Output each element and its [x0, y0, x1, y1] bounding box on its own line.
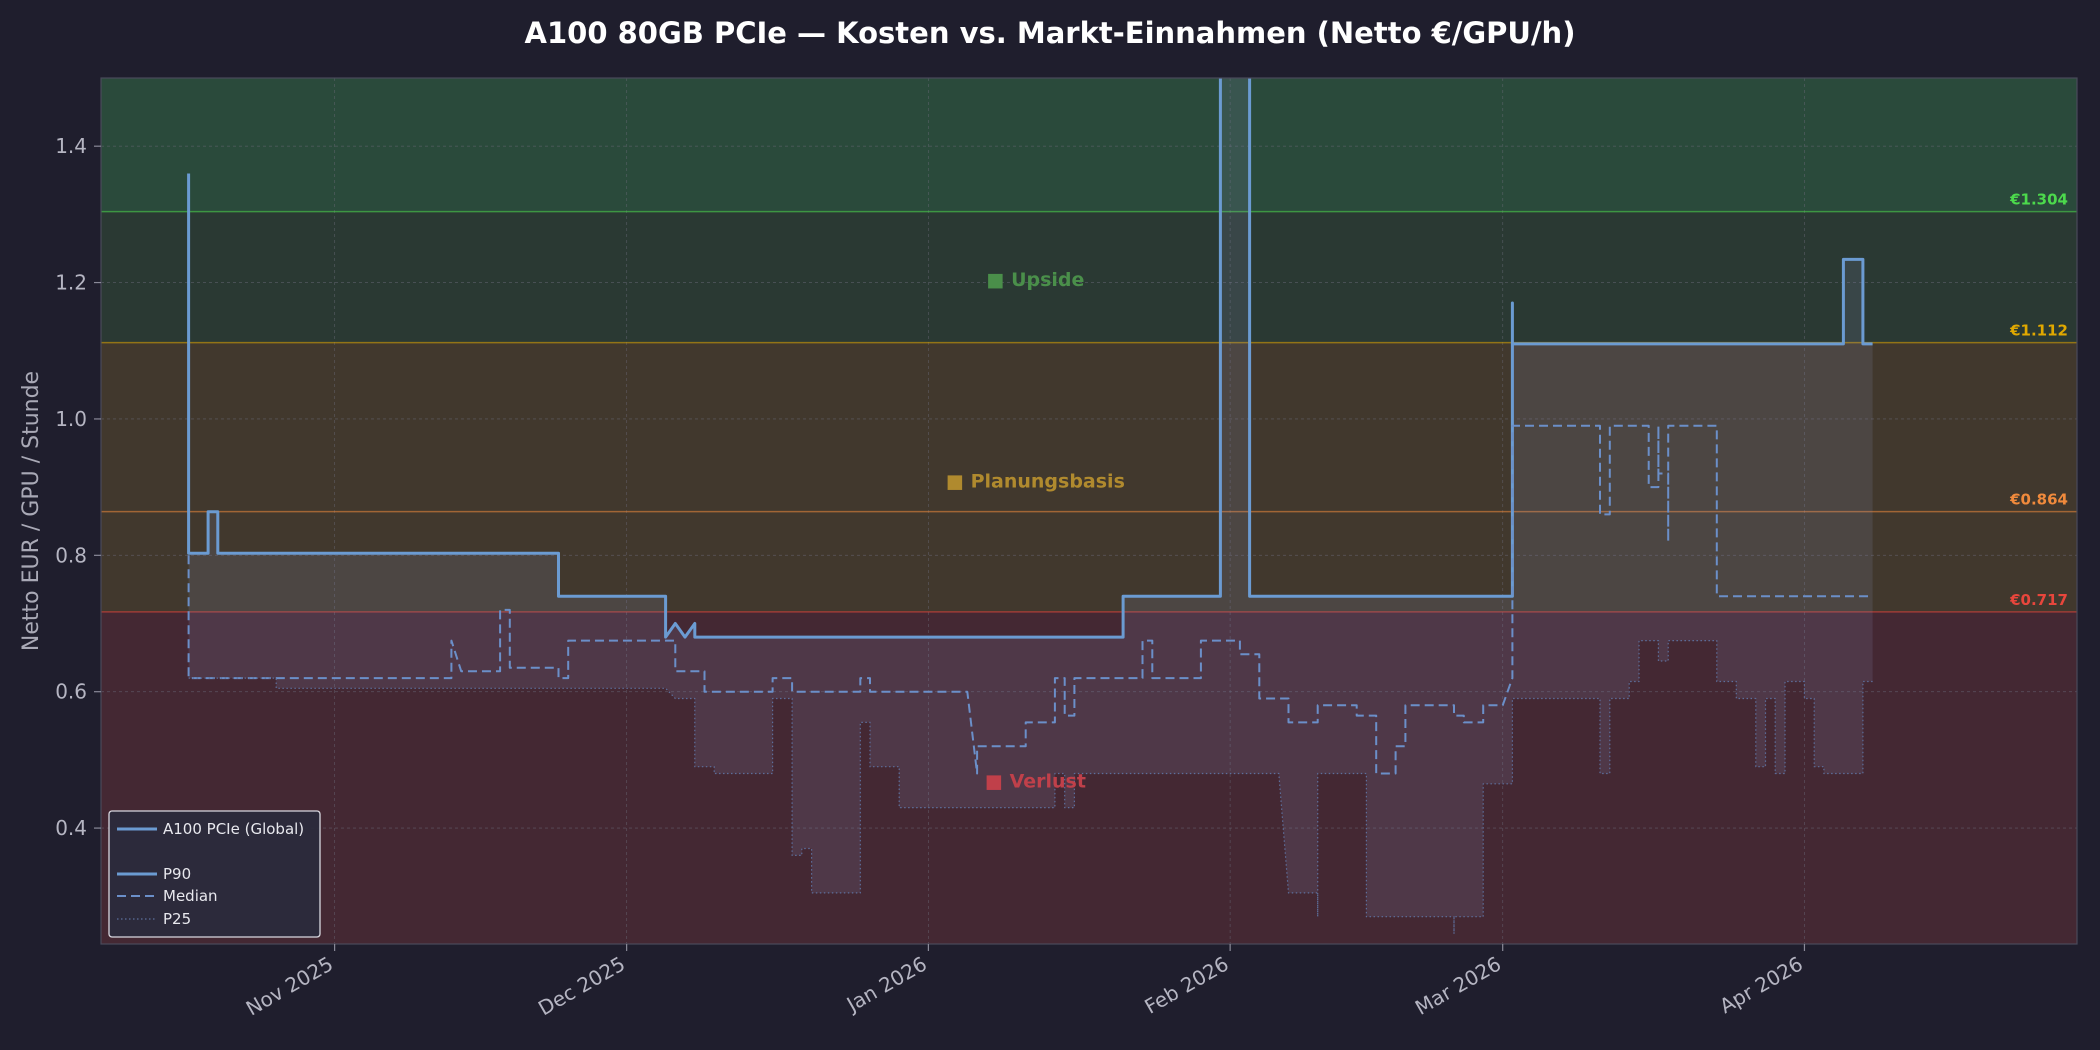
zone-upside [101, 78, 2077, 343]
series-median [187, 424, 1873, 775]
xtick-label: Nov 2025 [242, 952, 337, 1021]
legend-label: P90 [163, 865, 191, 883]
zone-label-upside: ■ Upside [987, 269, 1085, 291]
legend-label: A100 PCIe (Global) [163, 820, 304, 838]
xtick-label: Jan 2026 [841, 952, 931, 1018]
series-layer [187, 78, 1873, 935]
ytick-label: 1.0 [55, 407, 87, 431]
legend-box [108, 810, 321, 938]
legend: A100 PCIe (Global) P90 Median P25 [108, 810, 321, 938]
series-p90 [187, 78, 1873, 639]
threshold-label: €1.112 [2009, 322, 2068, 340]
ytick-label: 0.8 [55, 543, 87, 567]
legend-label: Median [163, 887, 218, 905]
p25-p90-band [188, 78, 1873, 934]
xtick-label: Mar 2026 [1411, 952, 1505, 1020]
ytick-label: 0.4 [55, 816, 87, 840]
series-p25 [188, 639, 1873, 935]
threshold-label: €1.304 [2009, 191, 2068, 209]
labels-layer: €1.304 €1.112 €0.864 €0.717 ■ Upside ■ Planun… [946, 191, 2068, 793]
threshold-label: €0.717 [2009, 591, 2068, 609]
zone-verlust [101, 611, 2077, 944]
plot-frame [100, 77, 2078, 945]
ytick-label: 1.2 [55, 271, 87, 295]
band-layer [188, 78, 1873, 934]
ytick-label: 1.4 [55, 134, 87, 158]
chart-title: A100 80GB PCIe — Kosten vs. Markt-Einnah… [524, 16, 1576, 50]
ytick-label: 0.6 [55, 680, 87, 704]
legend-label: P25 [163, 910, 191, 928]
xtick-label: Feb 2026 [1140, 952, 1232, 1019]
y-axis-label: Netto EUR / GPU / Stunde [19, 371, 44, 651]
zone-upside-high [101, 78, 2077, 212]
zone-planungsbasis [101, 342, 2077, 612]
zone-label-verlust: ■ Verlust [985, 770, 1086, 792]
zone-label-planungsbasis: ■ Planungsbasis [946, 470, 1125, 492]
xtick-label: Dec 2025 [534, 952, 629, 1021]
threshold-label: €0.864 [2009, 491, 2068, 509]
thresholds-layer [101, 210, 2077, 613]
xtick-label: Apr 2026 [1715, 952, 1807, 1019]
